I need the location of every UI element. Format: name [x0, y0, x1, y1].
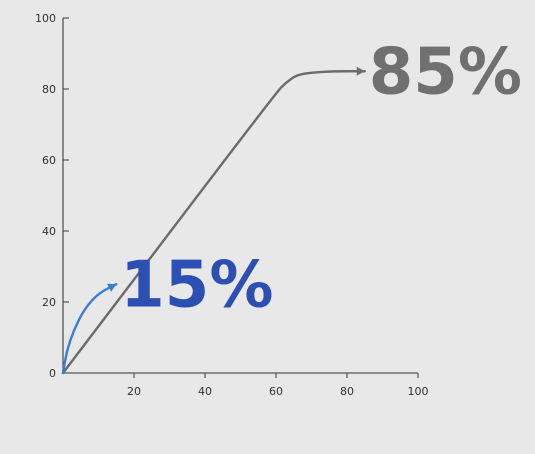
x-tick-label: 100: [408, 385, 429, 398]
annotation-label: 15%: [120, 248, 273, 322]
annotation-label: 85%: [369, 35, 522, 109]
x-tick-label: 60: [269, 385, 283, 398]
y-tick-label: 20: [42, 296, 56, 309]
series-layer: [61, 66, 366, 375]
axes: 0 20 40 60 80 100 20 40 60 80 100: [35, 12, 429, 398]
x-tick-label: 40: [198, 385, 212, 398]
y-tick-label: 60: [42, 154, 56, 167]
series-line-1: [61, 283, 118, 375]
y-tick-label: 40: [42, 225, 56, 238]
annotations: 85% 15%: [120, 35, 522, 322]
x-tick-label: 80: [340, 385, 354, 398]
y-tick-label: 100: [35, 12, 56, 25]
x-tick-label: 20: [127, 385, 141, 398]
y-tick-label: 80: [42, 83, 56, 96]
series-arrowhead-0: [356, 66, 365, 76]
y-tick-label: 0: [49, 367, 56, 380]
series-arrowhead-1: [107, 283, 117, 292]
series-line-0: [61, 70, 366, 375]
